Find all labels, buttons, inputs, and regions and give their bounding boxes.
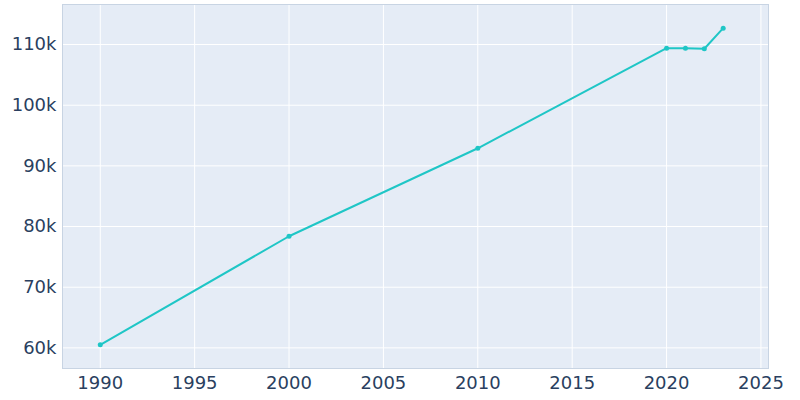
svg-text:70k: 70k: [23, 276, 57, 297]
svg-text:2015: 2015: [549, 372, 595, 393]
svg-text:1995: 1995: [172, 372, 218, 393]
svg-text:60k: 60k: [23, 337, 57, 358]
svg-text:110k: 110k: [12, 33, 57, 54]
svg-text:2005: 2005: [361, 372, 407, 393]
svg-text:1990: 1990: [77, 372, 123, 393]
svg-text:2025: 2025: [738, 372, 784, 393]
svg-text:80k: 80k: [23, 215, 57, 236]
svg-text:2020: 2020: [644, 372, 690, 393]
svg-text:2010: 2010: [455, 372, 501, 393]
svg-text:100k: 100k: [12, 94, 57, 115]
svg-text:2000: 2000: [266, 372, 312, 393]
svg-text:90k: 90k: [23, 155, 57, 176]
